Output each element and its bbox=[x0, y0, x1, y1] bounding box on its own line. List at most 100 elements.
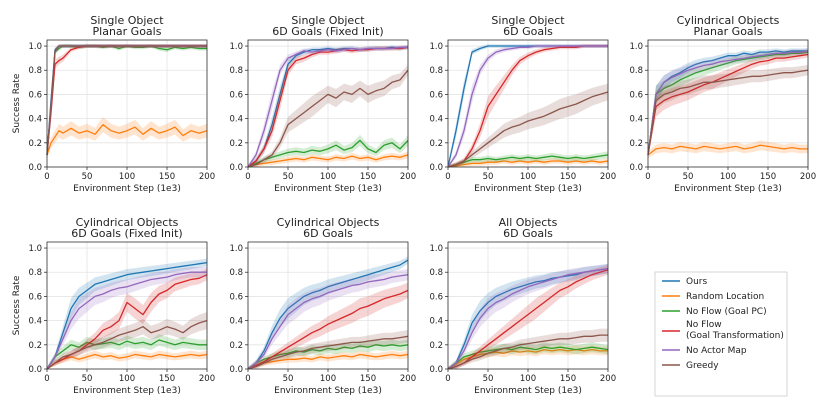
line-greedy bbox=[447, 334, 608, 370]
legend-frame bbox=[654, 271, 788, 397]
x-axis-label: Environment Step (1e3) bbox=[674, 184, 782, 194]
series-no-flow-goal-transformation bbox=[447, 265, 609, 370]
y-tick-label: 0.0 bbox=[229, 163, 243, 173]
series-no-flow-goal-pc bbox=[46, 334, 207, 370]
line-random-location bbox=[647, 144, 808, 156]
legend-label-ours: Ours bbox=[686, 277, 707, 287]
x-axis-label: Environment Step (1e3) bbox=[474, 184, 582, 194]
y-tick-label: 0.8 bbox=[429, 66, 443, 76]
series-no-flow-goal-transformation bbox=[647, 51, 809, 159]
y-tick-label: 0.6 bbox=[229, 90, 243, 100]
x-tick-label: 50 bbox=[283, 172, 294, 182]
legend-item-no-flow-goal-transformation: No Flow (Goal Transformation) bbox=[662, 320, 784, 341]
x-tick-label: 200 bbox=[199, 374, 215, 384]
y-tick-label: 1.0 bbox=[229, 42, 243, 52]
chart-title-line: Cylindrical Objects bbox=[76, 216, 179, 229]
band-greedy bbox=[248, 330, 408, 369]
chart-title-line: Single Object bbox=[291, 14, 365, 27]
series-random-location bbox=[46, 350, 208, 370]
series-random-location bbox=[447, 158, 609, 168]
line-greedy bbox=[447, 91, 609, 168]
series-ours bbox=[247, 256, 409, 370]
line-ours bbox=[647, 50, 808, 155]
chart-7: 0.0 0.2 0.4 0.6 0.8 1.0 0 50 100 150 200 All Object… bbox=[429, 216, 616, 396]
x-axis-label: Environment Step (1e3) bbox=[73, 386, 181, 396]
x-axis-label: Environment Step (1e3) bbox=[73, 184, 181, 194]
x-tick-label: 100 bbox=[119, 172, 135, 182]
y-tick-label: 0.8 bbox=[229, 66, 243, 76]
chart-title-line: 6D Goals (Fixed Init) bbox=[272, 25, 383, 38]
line-random-location bbox=[46, 124, 208, 156]
line-no-flow-goal-pc bbox=[247, 139, 409, 168]
x-tick-label: 150 bbox=[360, 374, 376, 384]
x-tick-label: 0 bbox=[445, 374, 450, 384]
chart-title-line: Cylindrical Objects bbox=[277, 216, 380, 229]
band-random-location bbox=[648, 140, 808, 159]
series-no-actor-map bbox=[447, 44, 608, 168]
series-greedy bbox=[447, 328, 608, 370]
chart-title-line: 6D Goals bbox=[503, 25, 553, 38]
x-tick-label: 200 bbox=[199, 172, 215, 182]
chart-title-line: Single Object bbox=[491, 14, 565, 27]
y-tick-label: 0.4 bbox=[429, 115, 443, 125]
y-axis-label: Success Rate bbox=[12, 275, 22, 335]
y-tick-label: 0.6 bbox=[629, 90, 643, 100]
y-tick-label: 0.2 bbox=[28, 341, 42, 351]
x-tick-label: 150 bbox=[560, 374, 576, 384]
y-tick-label: 0.6 bbox=[429, 90, 443, 100]
y-tick-label: 1.0 bbox=[28, 244, 42, 254]
series-greedy bbox=[247, 65, 409, 168]
series-greedy bbox=[447, 83, 609, 168]
x-tick-label: 0 bbox=[245, 374, 250, 384]
chart-title-line: Planar Goals bbox=[694, 25, 763, 38]
y-tick-label: 0.8 bbox=[28, 66, 42, 76]
band-ours bbox=[47, 258, 207, 369]
line-no-actor-map bbox=[447, 267, 609, 370]
line-ours bbox=[46, 261, 208, 370]
x-tick-label: 150 bbox=[159, 374, 175, 384]
band-no-actor-map bbox=[448, 263, 608, 369]
y-tick-label: 0.2 bbox=[429, 341, 443, 351]
line-no-actor-map bbox=[247, 274, 409, 370]
y-tick-label: 0.8 bbox=[429, 268, 443, 278]
series-no-actor-map bbox=[46, 267, 207, 370]
band-random-location bbox=[47, 116, 207, 159]
series-no-flow-goal-pc bbox=[247, 134, 409, 168]
band-no-flow-goal-pc bbox=[248, 134, 408, 167]
y-axis-label: Success Rate bbox=[12, 73, 22, 133]
series-no-flow-goal-pc bbox=[447, 151, 609, 168]
line-no-flow-goal-transformation bbox=[647, 53, 809, 156]
legend-label-no-flow-goal-pc: No Flow (Goal PC) bbox=[686, 307, 767, 317]
line-no-flow-goal-transformation bbox=[447, 269, 609, 370]
legend-label-random-location: Random Location bbox=[686, 292, 764, 302]
x-tick-label: 50 bbox=[483, 374, 494, 384]
x-tick-label: 150 bbox=[760, 172, 776, 182]
y-tick-label: 0.8 bbox=[229, 268, 243, 278]
x-axis-label: Environment Step (1e3) bbox=[274, 386, 382, 396]
y-tick-label: 0.2 bbox=[229, 139, 243, 149]
x-tick-label: 150 bbox=[159, 172, 175, 182]
y-tick-label: 0.2 bbox=[28, 139, 42, 149]
x-tick-label: 100 bbox=[320, 172, 336, 182]
y-tick-label: 1.0 bbox=[28, 42, 42, 52]
x-tick-label: 50 bbox=[683, 172, 694, 182]
series-greedy bbox=[647, 65, 809, 159]
y-tick-label: 1.0 bbox=[429, 244, 443, 254]
y-tick-label: 0.0 bbox=[629, 163, 643, 173]
y-tick-label: 0.4 bbox=[229, 317, 243, 327]
line-no-flow-goal-pc bbox=[647, 51, 809, 155]
line-no-flow-goal-transformation bbox=[247, 289, 409, 370]
series-random-location bbox=[247, 350, 409, 370]
line-no-flow-goal-pc bbox=[447, 346, 609, 370]
series-no-flow-goal-pc bbox=[247, 339, 409, 370]
x-tick-label: 100 bbox=[520, 374, 536, 384]
legend-label-no-actor-map: No Actor Map bbox=[686, 346, 747, 356]
line-random-location bbox=[447, 348, 608, 370]
x-tick-label: 200 bbox=[400, 374, 416, 384]
band-no-flow-goal-transformation bbox=[448, 265, 608, 369]
legend-label-greedy: Greedy bbox=[686, 361, 719, 371]
x-tick-label: 200 bbox=[800, 172, 816, 182]
y-tick-label: 1.0 bbox=[629, 42, 643, 52]
line-greedy bbox=[46, 45, 207, 155]
